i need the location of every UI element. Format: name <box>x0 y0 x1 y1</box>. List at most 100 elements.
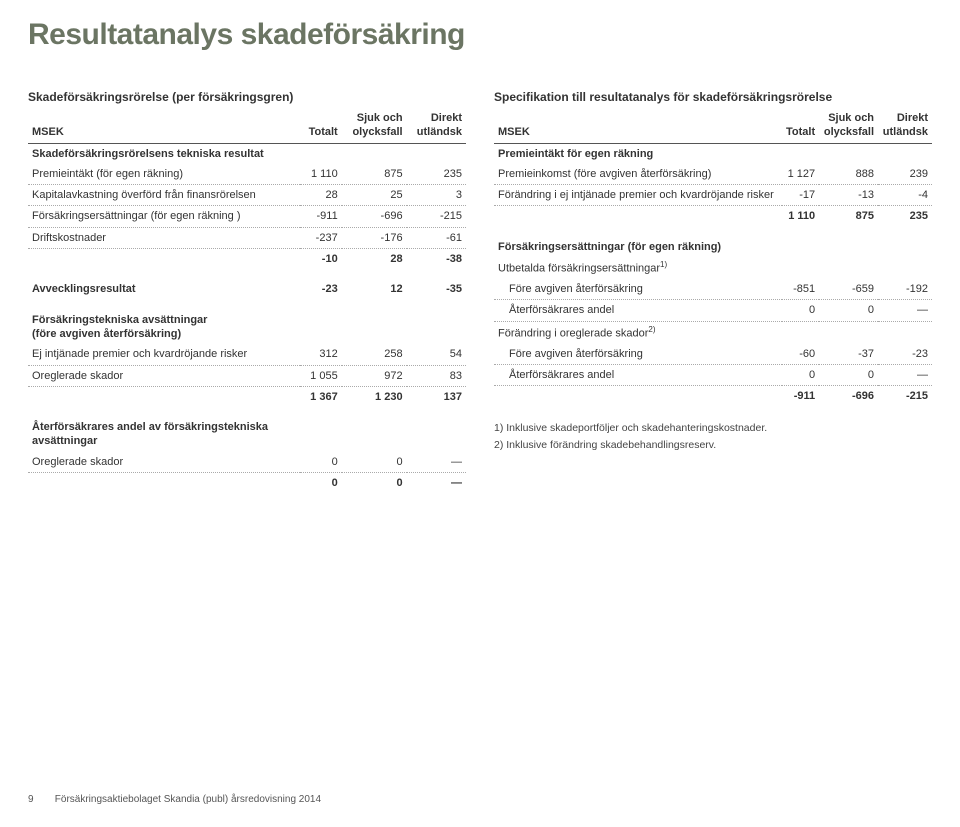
left-value: -911 <box>300 206 341 227</box>
right-label: Försäkringsersättningar (för egen räknin… <box>494 237 782 257</box>
left-row: Avvecklingsresultat-2312-35 <box>28 279 466 299</box>
left-label: Ej intjänade premier och kvardröjande ri… <box>28 344 300 365</box>
left-label: Återförsäkrares andel av försäkringstekn… <box>28 417 300 452</box>
left-label <box>28 249 300 270</box>
right-label: Förändring i ej intjänade premier och kv… <box>494 185 782 206</box>
left-value: 25 <box>342 185 407 206</box>
right-value: 0 <box>819 364 878 385</box>
right-label <box>494 386 782 407</box>
page-title: Resultatanalys skadeförsäkring <box>28 18 932 52</box>
left-th-0: MSEK <box>28 108 300 143</box>
right-label: Före avgiven återförsäkring <box>494 344 782 365</box>
right-row: -911-696-215 <box>494 386 932 407</box>
right-label: Utbetalda försäkringsersättningar1) <box>494 257 782 279</box>
left-value <box>300 143 341 164</box>
left-value <box>342 310 407 345</box>
left-label: Oreglerade skador <box>28 365 300 386</box>
right-value <box>819 237 878 257</box>
right-value <box>878 257 932 279</box>
left-row: Oreglerade skador1 05597283 <box>28 365 466 386</box>
right-value <box>819 257 878 279</box>
left-value <box>407 417 466 452</box>
right-row: Förändring i oreglerade skador2) <box>494 321 932 343</box>
right-value: -17 <box>782 185 820 206</box>
right-value <box>819 143 878 164</box>
left-label: Premieintäkt (för egen räkning) <box>28 164 300 185</box>
right-value: 235 <box>878 206 932 227</box>
left-label <box>28 473 300 494</box>
left-label: Avvecklingsresultat <box>28 279 300 299</box>
left-value: — <box>407 473 466 494</box>
left-row: Återförsäkrares andel av försäkringstekn… <box>28 417 466 452</box>
footnote-2: 2) Inklusive förändring skadebehandlings… <box>494 437 932 454</box>
right-value: 1 127 <box>782 164 820 185</box>
left-th-2: Sjuk och olycksfall <box>342 108 407 143</box>
right-label: Före avgiven återförsäkring <box>494 279 782 300</box>
left-value: 1 110 <box>300 164 341 185</box>
left-value <box>300 310 341 345</box>
left-value: -696 <box>342 206 407 227</box>
left-value: 972 <box>342 365 407 386</box>
left-value: 0 <box>342 473 407 494</box>
left-row: -1028-38 <box>28 249 466 270</box>
left-row: Försäkringstekniska avsättningar (före a… <box>28 310 466 345</box>
left-row: Skadeförsäkringsrörelsens tekniska resul… <box>28 143 466 164</box>
left-value: 258 <box>342 344 407 365</box>
right-value <box>878 237 932 257</box>
right-value: -696 <box>819 386 878 407</box>
right-row: Återförsäkrares andel00— <box>494 300 932 321</box>
left-label: Försäkringsersättningar (för egen räknin… <box>28 206 300 227</box>
left-value: — <box>407 452 466 473</box>
left-value: 1 230 <box>342 386 407 407</box>
right-value: -851 <box>782 279 820 300</box>
right-value <box>782 321 820 343</box>
right-value: -60 <box>782 344 820 365</box>
left-value: -10 <box>300 249 341 270</box>
page-number: 9 <box>28 794 52 805</box>
left-value: -61 <box>407 227 466 248</box>
right-row: Återförsäkrares andel00— <box>494 364 932 385</box>
left-label <box>28 386 300 407</box>
right-label: Återförsäkrares andel <box>494 300 782 321</box>
left-value: -38 <box>407 249 466 270</box>
content-columns: Skadeförsäkringsrörelse (per försäkrings… <box>28 90 932 493</box>
right-label: Premieinkomst (före avgiven återförsäkri… <box>494 164 782 185</box>
left-value: 28 <box>300 185 341 206</box>
page-footer: 9 Försäkringsaktiebolaget Skandia (publ)… <box>28 794 321 805</box>
left-value: -215 <box>407 206 466 227</box>
right-value: 0 <box>782 300 820 321</box>
right-value: -13 <box>819 185 878 206</box>
right-value: — <box>878 300 932 321</box>
right-value: 1 110 <box>782 206 820 227</box>
right-row: Försäkringsersättningar (för egen räknin… <box>494 237 932 257</box>
right-label: Premieintäkt för egen räkning <box>494 143 782 164</box>
right-value: -4 <box>878 185 932 206</box>
right-label: Förändring i oreglerade skador2) <box>494 321 782 343</box>
right-value: -215 <box>878 386 932 407</box>
left-label: Driftskostnader <box>28 227 300 248</box>
right-row: Utbetalda försäkringsersättningar1) <box>494 257 932 279</box>
left-value: 0 <box>300 473 341 494</box>
right-value <box>819 321 878 343</box>
right-value: — <box>878 364 932 385</box>
right-row: 1 110875235 <box>494 206 932 227</box>
left-value: 875 <box>342 164 407 185</box>
right-th-2: Sjuk och olycksfall <box>819 108 878 143</box>
left-column: Skadeförsäkringsrörelse (per försäkrings… <box>28 90 466 493</box>
left-row: Kapitalavkastning överförd från finansrö… <box>28 185 466 206</box>
footnote-1: 1) Inklusive skadeportföljer och skadeha… <box>494 420 932 437</box>
left-label: Oreglerade skador <box>28 452 300 473</box>
right-label: Återförsäkrares andel <box>494 364 782 385</box>
left-value: 83 <box>407 365 466 386</box>
left-value: 3 <box>407 185 466 206</box>
footer-text: Försäkringsaktiebolaget Skandia (publ) å… <box>55 794 321 805</box>
left-value <box>300 417 341 452</box>
right-table: MSEK Totalt Sjuk och olycksfall Direkt u… <box>494 108 932 406</box>
right-value: 875 <box>819 206 878 227</box>
left-value: 312 <box>300 344 341 365</box>
right-th-1: Totalt <box>782 108 820 143</box>
left-value: 0 <box>342 452 407 473</box>
right-value <box>782 257 820 279</box>
left-value: 0 <box>300 452 341 473</box>
right-label <box>494 206 782 227</box>
